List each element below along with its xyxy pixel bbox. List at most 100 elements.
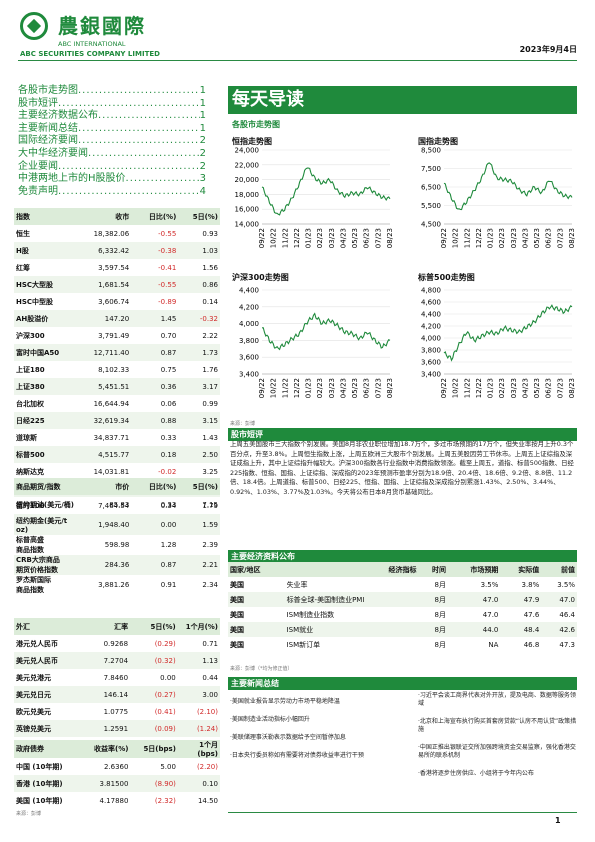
x-tick-label: 05/23 — [351, 378, 359, 398]
cell-value: 0.44 — [202, 673, 218, 682]
y-tick-label: 8,500 — [421, 147, 441, 155]
row-label: 标普高盛 商品指数 — [16, 536, 44, 554]
toc-item[interactable]: 主要新闻总结 1 — [18, 123, 206, 136]
toc-item[interactable]: 股市短评 1 — [18, 98, 206, 111]
toc-item[interactable]: 主要经济数据公布 1 — [18, 110, 206, 123]
table-row: 美国 ISM新订单 8月 NA 46.8 47.3 — [228, 637, 577, 652]
news-left-column: ·美国就业报告显示劳动力市场平稳地降温 ·美国制造业活动指标小幅回升 ·美联储理事沃… — [230, 698, 400, 770]
table-row: HSC中型股 3,606.74 -0.89 0.14 — [14, 293, 220, 310]
cell-value: 2.6360 — [103, 762, 129, 771]
cell-value: 6,332.42 — [98, 246, 130, 255]
toc-item[interactable]: 国际经济要闻 2 — [18, 135, 206, 148]
cell-value: 7.8460 — [103, 673, 129, 682]
table-row: 美元兑港元 7.8460 0.00 0.44 — [14, 669, 220, 686]
cell-value: 47.6 — [523, 610, 540, 619]
cell-value: 3,791.49 — [98, 331, 130, 340]
chart-source: 来源：彭博 — [230, 421, 256, 427]
x-tick-label: 01/23 — [487, 228, 495, 248]
row-label: 上证180 — [16, 365, 45, 374]
x-tick-label: 02/23 — [316, 228, 324, 248]
x-tick-label: 04/23 — [339, 228, 347, 248]
cell-value: 3.5% — [557, 580, 575, 589]
table-row: 美国 标普全球-美国制造业PMI 8月 47.0 47.9 47.0 — [228, 592, 577, 607]
cell-value: (0.41) — [154, 707, 176, 716]
column-header: 时间 — [418, 562, 448, 577]
y-tick-label: 24,000 — [235, 147, 260, 155]
cell-value: 14.50 — [197, 796, 218, 805]
cell-value: -0.27 — [158, 518, 177, 527]
toc-item[interactable]: 中港两地上市的H股股价 3 — [18, 173, 206, 186]
news-item[interactable]: ·美国就业报告显示劳动力市场平稳地降温 — [230, 698, 340, 705]
news-item[interactable]: ·中国正推出银联证交所加强跨境资金交易监察，强化香港交易所的联系机制 — [418, 744, 576, 759]
cell-value: -0.89 — [158, 297, 177, 306]
toc-item-label: 国际经济要闻 — [18, 135, 78, 147]
x-tick-label: 10/22 — [270, 378, 278, 398]
table-row: 美国 (10年期) 4.17880 (2.32) 14.50 — [14, 792, 220, 809]
toc-item-label: 中港两地上市的H股股价 — [18, 173, 126, 185]
column-header: 汇率 — [82, 618, 131, 635]
cell-value: 1.59 — [202, 521, 218, 529]
news-item[interactable]: ·香港将逐步住房供应、小组将于今年内公布 — [418, 770, 534, 777]
x-tick-label: 03/23 — [328, 378, 336, 398]
x-tick-label: 04/23 — [521, 228, 529, 248]
row-label: 纳斯达克 — [16, 467, 44, 476]
news-right-column: ·习近平会谈工商界代表对外开放，提及电商、数据等服务领域 ·北京和上海宣布执行购买… — [418, 692, 578, 788]
cell-value: 85.83 — [109, 501, 130, 509]
cell-value: 2.22 — [202, 331, 218, 340]
toc-leader-dots — [58, 161, 200, 174]
toc-item-page: 3 — [199, 173, 206, 185]
news-item[interactable]: ·美国制造业活动指标小幅回升 — [230, 716, 310, 723]
brand-english-line1: ABC INTERNATIONAL — [58, 40, 126, 48]
table-row: 标普高盛 商品指数 598.98 1.28 2.39 — [14, 535, 220, 555]
cell-value: 147.20 — [104, 314, 130, 323]
cell-value: 8月 — [434, 640, 446, 649]
x-tick-label: 10/22 — [452, 228, 460, 248]
row-label: 红筹 — [16, 263, 30, 272]
cell-value: ISM新订单 — [286, 640, 321, 649]
x-tick-label: 09/22 — [440, 378, 448, 398]
cell-value: 1.45 — [160, 314, 177, 323]
toc-item[interactable]: 大中华经济要闻 2 — [18, 148, 206, 161]
news-item[interactable]: ·美联储理事沃勒表示数据给予空间暂停加息 — [230, 734, 346, 741]
column-header: 政府债券 — [14, 740, 83, 758]
y-tick-label: 16,000 — [235, 206, 260, 214]
x-tick-label: 01/23 — [305, 378, 313, 398]
news-item[interactable]: ·习近平会谈工商界代表对外开放，提及电商、数据等服务领域 — [418, 692, 576, 707]
cell-value: 47.9 — [523, 595, 540, 604]
chart-title-csi300: 沪深300走势图 — [232, 273, 289, 282]
y-tick-label: 6,500 — [421, 184, 441, 192]
toc-item[interactable]: 各股市走势图 1 — [18, 85, 206, 98]
cell-value: 7,296.77 — [98, 518, 130, 527]
y-tick-label: 4,400 — [239, 287, 259, 295]
toc-item[interactable]: 免责声明 4 — [18, 186, 206, 199]
row-label: 美国 — [230, 595, 244, 604]
column-header: 5日(%) — [178, 208, 220, 225]
column-header: 经济指标 — [284, 562, 419, 577]
econ-source: 来源：彭博（*均为修正值） — [230, 666, 293, 672]
cell-value: 0.99 — [202, 399, 218, 408]
cell-value: 48.4 — [523, 625, 540, 634]
left-source: 来源：彭博 — [16, 811, 42, 817]
row-label: 美国 — [230, 580, 244, 589]
cell-value: 5,451.51 — [98, 382, 130, 391]
toc-item-page: 1 — [199, 110, 206, 122]
row-label: CRB大宗商品 期货价格指数 — [16, 556, 60, 574]
toc-item[interactable]: 企业要闻 2 — [18, 161, 206, 174]
table-row: 法国CAC 40 7,296.77 -0.27 0.93 — [14, 514, 220, 531]
news-item[interactable]: ·日本央行委员称如有需要将对债券收益率进行干预 — [230, 752, 364, 759]
cell-value: 1.28 — [160, 541, 177, 549]
table-of-contents: 各股市走势图1股市短评1主要经济数据公布1主要新闻总结1国际经济要闻2大中华经济… — [18, 85, 206, 198]
x-tick-label: 10/22 — [270, 228, 278, 248]
cell-value: 0.87 — [160, 348, 177, 357]
x-tick-label: 09/22 — [258, 228, 266, 248]
row-label: 纽约期金(美元/t oz) — [16, 517, 68, 534]
news-item[interactable]: ·北京和上海宣布执行购买首套房贷款“认房不用认贷”政策措施 — [418, 718, 577, 733]
series-line — [443, 162, 573, 211]
page-title: 每天导读 — [228, 86, 577, 114]
y-tick-label: 5,500 — [421, 202, 441, 210]
table-row: 港元兑人民币 0.9268 (0.29) 0.71 — [14, 635, 220, 652]
y-tick-label: 3,800 — [239, 337, 259, 345]
cell-value: 标普全球-美国制造业PMI — [286, 595, 365, 604]
x-tick-label: 03/23 — [510, 228, 518, 248]
